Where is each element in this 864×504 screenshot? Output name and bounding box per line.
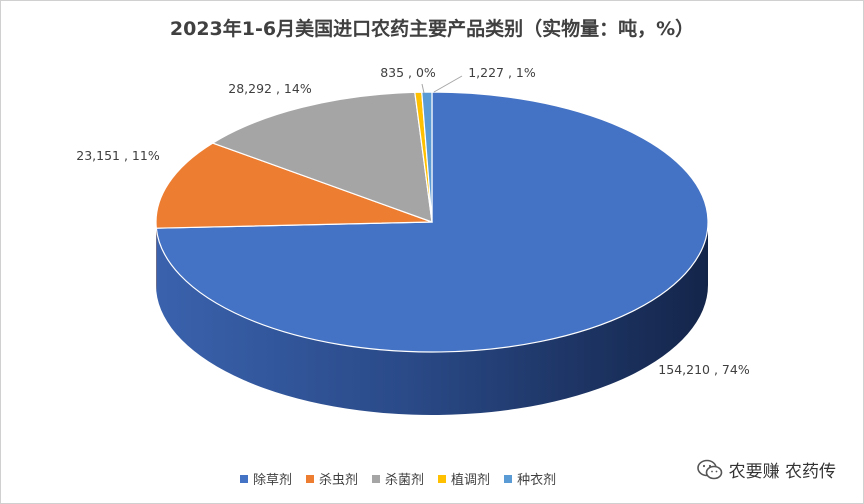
legend-item-insecticide[interactable]: 杀虫剂 bbox=[306, 469, 358, 488]
legend-item-fungicide[interactable]: 杀菌剂 bbox=[372, 469, 424, 488]
legend-swatch bbox=[240, 474, 248, 483]
legend-swatch bbox=[306, 474, 315, 483]
legend-label: 除草剂 bbox=[253, 473, 293, 488]
legend-label: 杀虫剂 bbox=[319, 473, 359, 488]
legend-label: 植调剂 bbox=[451, 473, 491, 488]
slice-herbicide-side bbox=[156, 222, 709, 416]
slice-seed-coating[interactable] bbox=[421, 91, 433, 223]
leader-line bbox=[421, 83, 425, 94]
chart-title: 2023年1-6月美国进口农药主要产品类别（实物量：吨，%） bbox=[169, 18, 695, 40]
data-label: 28,292 , 14% bbox=[228, 81, 312, 96]
data-label: 23,151 , 11% bbox=[76, 148, 160, 163]
slice-insecticide[interactable] bbox=[155, 142, 433, 229]
data-label: 1,227 , 1% bbox=[468, 65, 536, 80]
slice-fungicide[interactable] bbox=[211, 91, 433, 223]
legend-item-plant-growth-regulator[interactable]: 植调剂 bbox=[438, 469, 490, 488]
legend-label: 杀菌剂 bbox=[385, 473, 425, 488]
legend-swatch bbox=[504, 474, 513, 483]
legend-swatch bbox=[438, 474, 447, 483]
wechat-icon bbox=[696, 459, 722, 479]
leader-line bbox=[433, 75, 463, 93]
data-label: 154,210 , 74% bbox=[658, 362, 750, 377]
legend-swatch bbox=[372, 474, 381, 483]
legend-label: 种衣剂 bbox=[517, 473, 557, 488]
legend-item-seed-coating[interactable]: 种衣剂 bbox=[504, 469, 556, 488]
data-label: 835 , 0% bbox=[380, 65, 436, 80]
wechat-watermark: 农要赚 农药传 bbox=[696, 457, 836, 482]
legend-item-herbicide[interactable]: 除草剂 bbox=[240, 469, 292, 488]
legend: 除草剂 杀虫剂 杀菌剂 植调剂 种衣剂 bbox=[240, 469, 640, 488]
watermark-text: 农要赚 农药传 bbox=[728, 462, 836, 482]
